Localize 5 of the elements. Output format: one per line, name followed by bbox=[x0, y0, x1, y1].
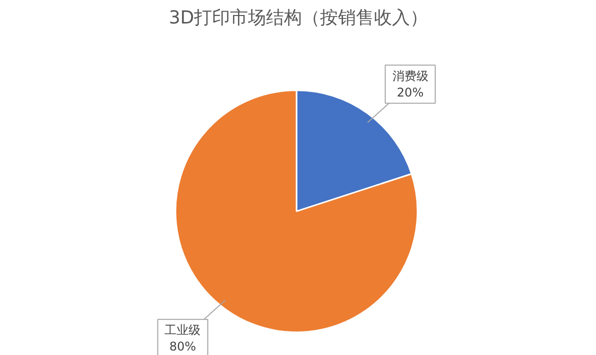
data-label: 80% bbox=[169, 340, 196, 354]
slice-label: 工业级 bbox=[164, 323, 201, 338]
data-label: 20% bbox=[396, 85, 424, 100]
chart-title: 3D打印市场结构（按销售收入） bbox=[168, 8, 428, 28]
slice-label: 消费级 bbox=[392, 68, 428, 83]
